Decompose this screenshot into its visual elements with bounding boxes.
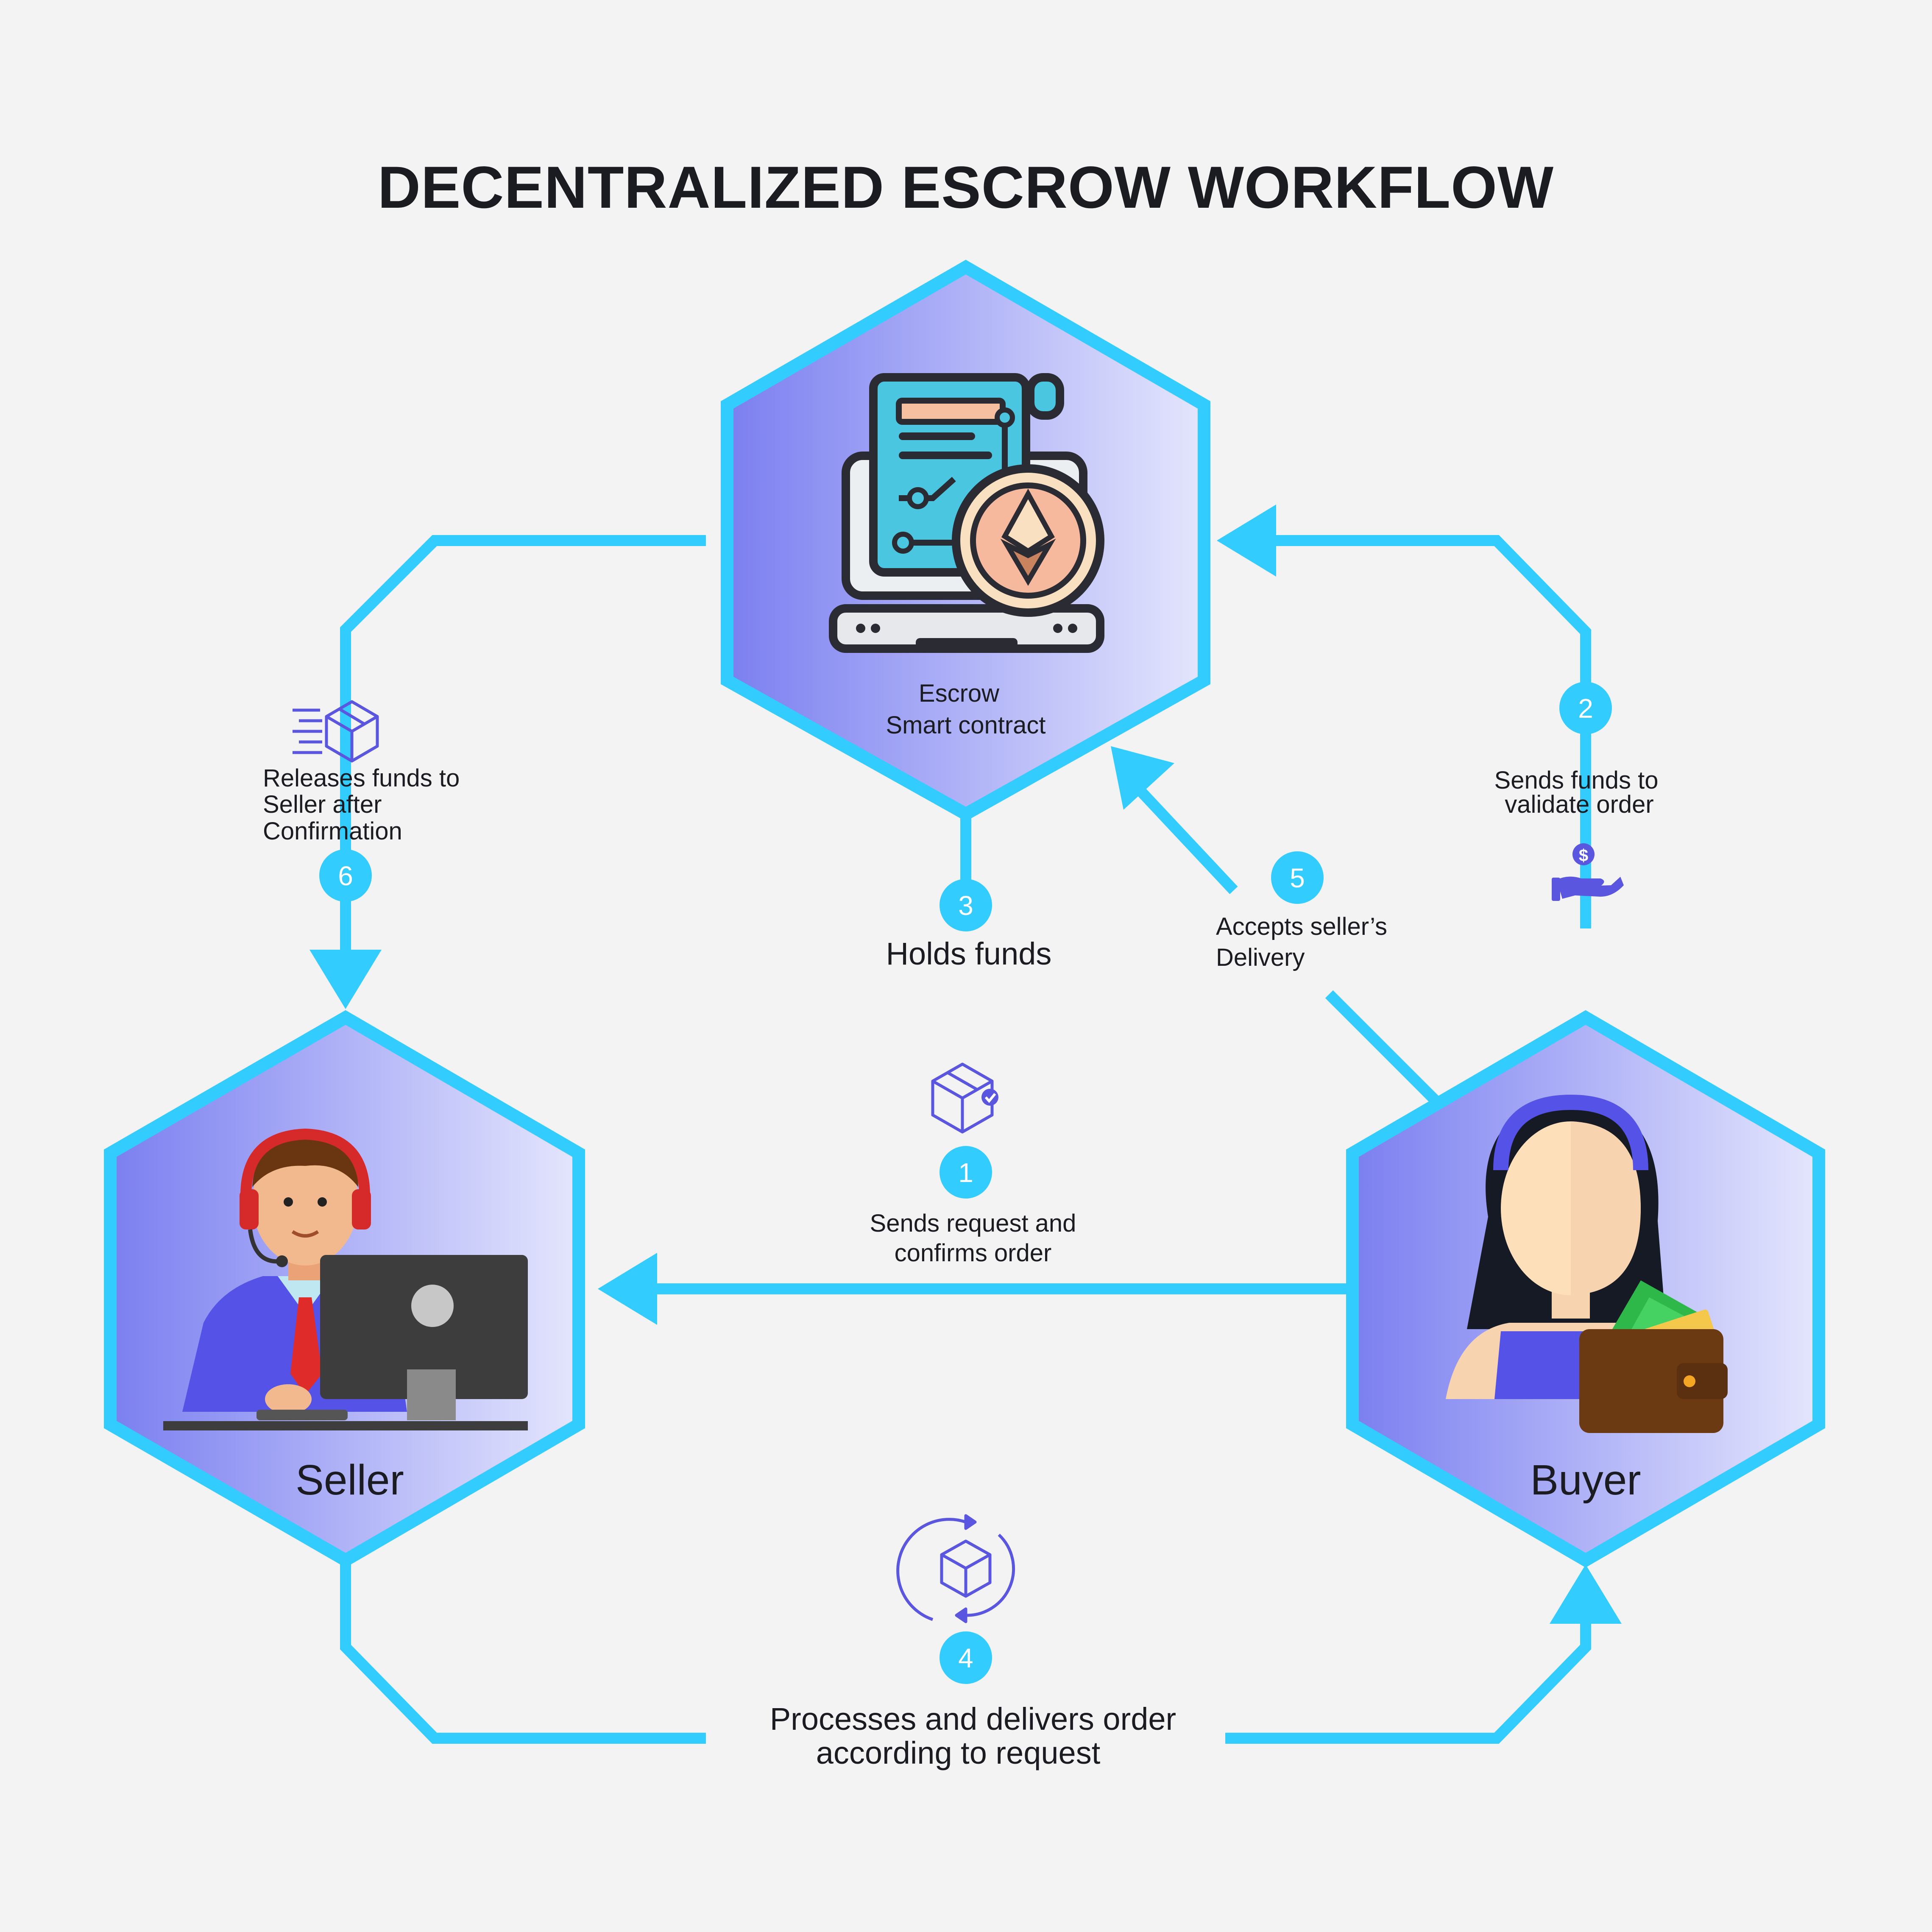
step-number-4: 4 [958,1643,973,1673]
step-badge-1: 1 [940,1146,992,1199]
step4-label-line1: Processes and delivers order [770,1701,1176,1737]
step2-label-line1: Sends funds to [1494,767,1659,794]
arrowhead-step6 [309,950,382,1009]
step-badge-4: 4 [940,1631,992,1684]
connectors [340,535,1591,1744]
connector-step2 [1272,535,1591,928]
arrowheads [309,505,1622,1624]
step-number-6: 6 [338,861,353,891]
step-number-5: 5 [1290,863,1305,893]
box-check-icon [931,1062,998,1134]
step5-label-line1: Accepts seller’s [1216,913,1387,940]
arrowhead-step5 [1111,746,1174,810]
step6-label-line3: Confirmation [263,817,402,845]
box-cycle-icon [896,1514,1015,1623]
escrow-node: Escrow Smart contract [721,259,1210,822]
smart-contract-ethereum-icon [829,373,1104,653]
step6-label-line1: Releases funds to [263,764,460,792]
step5-label-line2: Delivery [1216,944,1305,971]
step-number-2: 2 [1578,693,1593,724]
step-badge-3: 3 [940,879,992,931]
seller-node: Seller [104,1010,585,1568]
seller-at-computer-icon [163,1128,528,1430]
step4-label-line2: according to request [816,1735,1101,1770]
buyer-with-wallet-icon [1446,1094,1728,1433]
connector-step5 [1325,990,1439,1104]
step-number-1: 1 [958,1157,973,1188]
hand-dollar-icon: $ [1552,843,1624,901]
step-badge-5: 5 [1271,851,1324,904]
step-badge-2: 2 [1559,682,1612,734]
connector-step4-right [1225,1611,1591,1744]
step1-label-line1: Sends request and [870,1210,1076,1237]
seller-label: Seller [296,1456,404,1504]
connector-step5-upper [1134,785,1238,894]
arrowhead-step4 [1550,1564,1622,1624]
buyer-node: Buyer [1346,1010,1825,1568]
svg-text:$: $ [1579,846,1588,865]
connector-step4 [340,1558,706,1744]
step3-label: Holds funds [886,936,1052,971]
step-badges: 1 2 3 4 5 6 [319,682,1612,1684]
step-number-3: 3 [958,890,973,921]
step1-label-line2: confirms order [895,1239,1052,1267]
buyer-label: Buyer [1530,1456,1641,1504]
page-title: DECENTRALIZED ESCROW WORKFLOW [378,154,1554,220]
step6-label-line2: Seller after [263,791,382,818]
step-badge-6: 6 [319,849,372,902]
arrowhead-step1 [598,1253,657,1325]
step2-label-line2: validate order [1505,791,1653,818]
escrow-label-line2: Smart contract [886,711,1045,739]
fast-box-icon [293,700,379,763]
escrow-label-line1: Escrow [919,680,1000,707]
connector-step6 [340,535,706,958]
arrowhead-step2 [1217,505,1276,577]
